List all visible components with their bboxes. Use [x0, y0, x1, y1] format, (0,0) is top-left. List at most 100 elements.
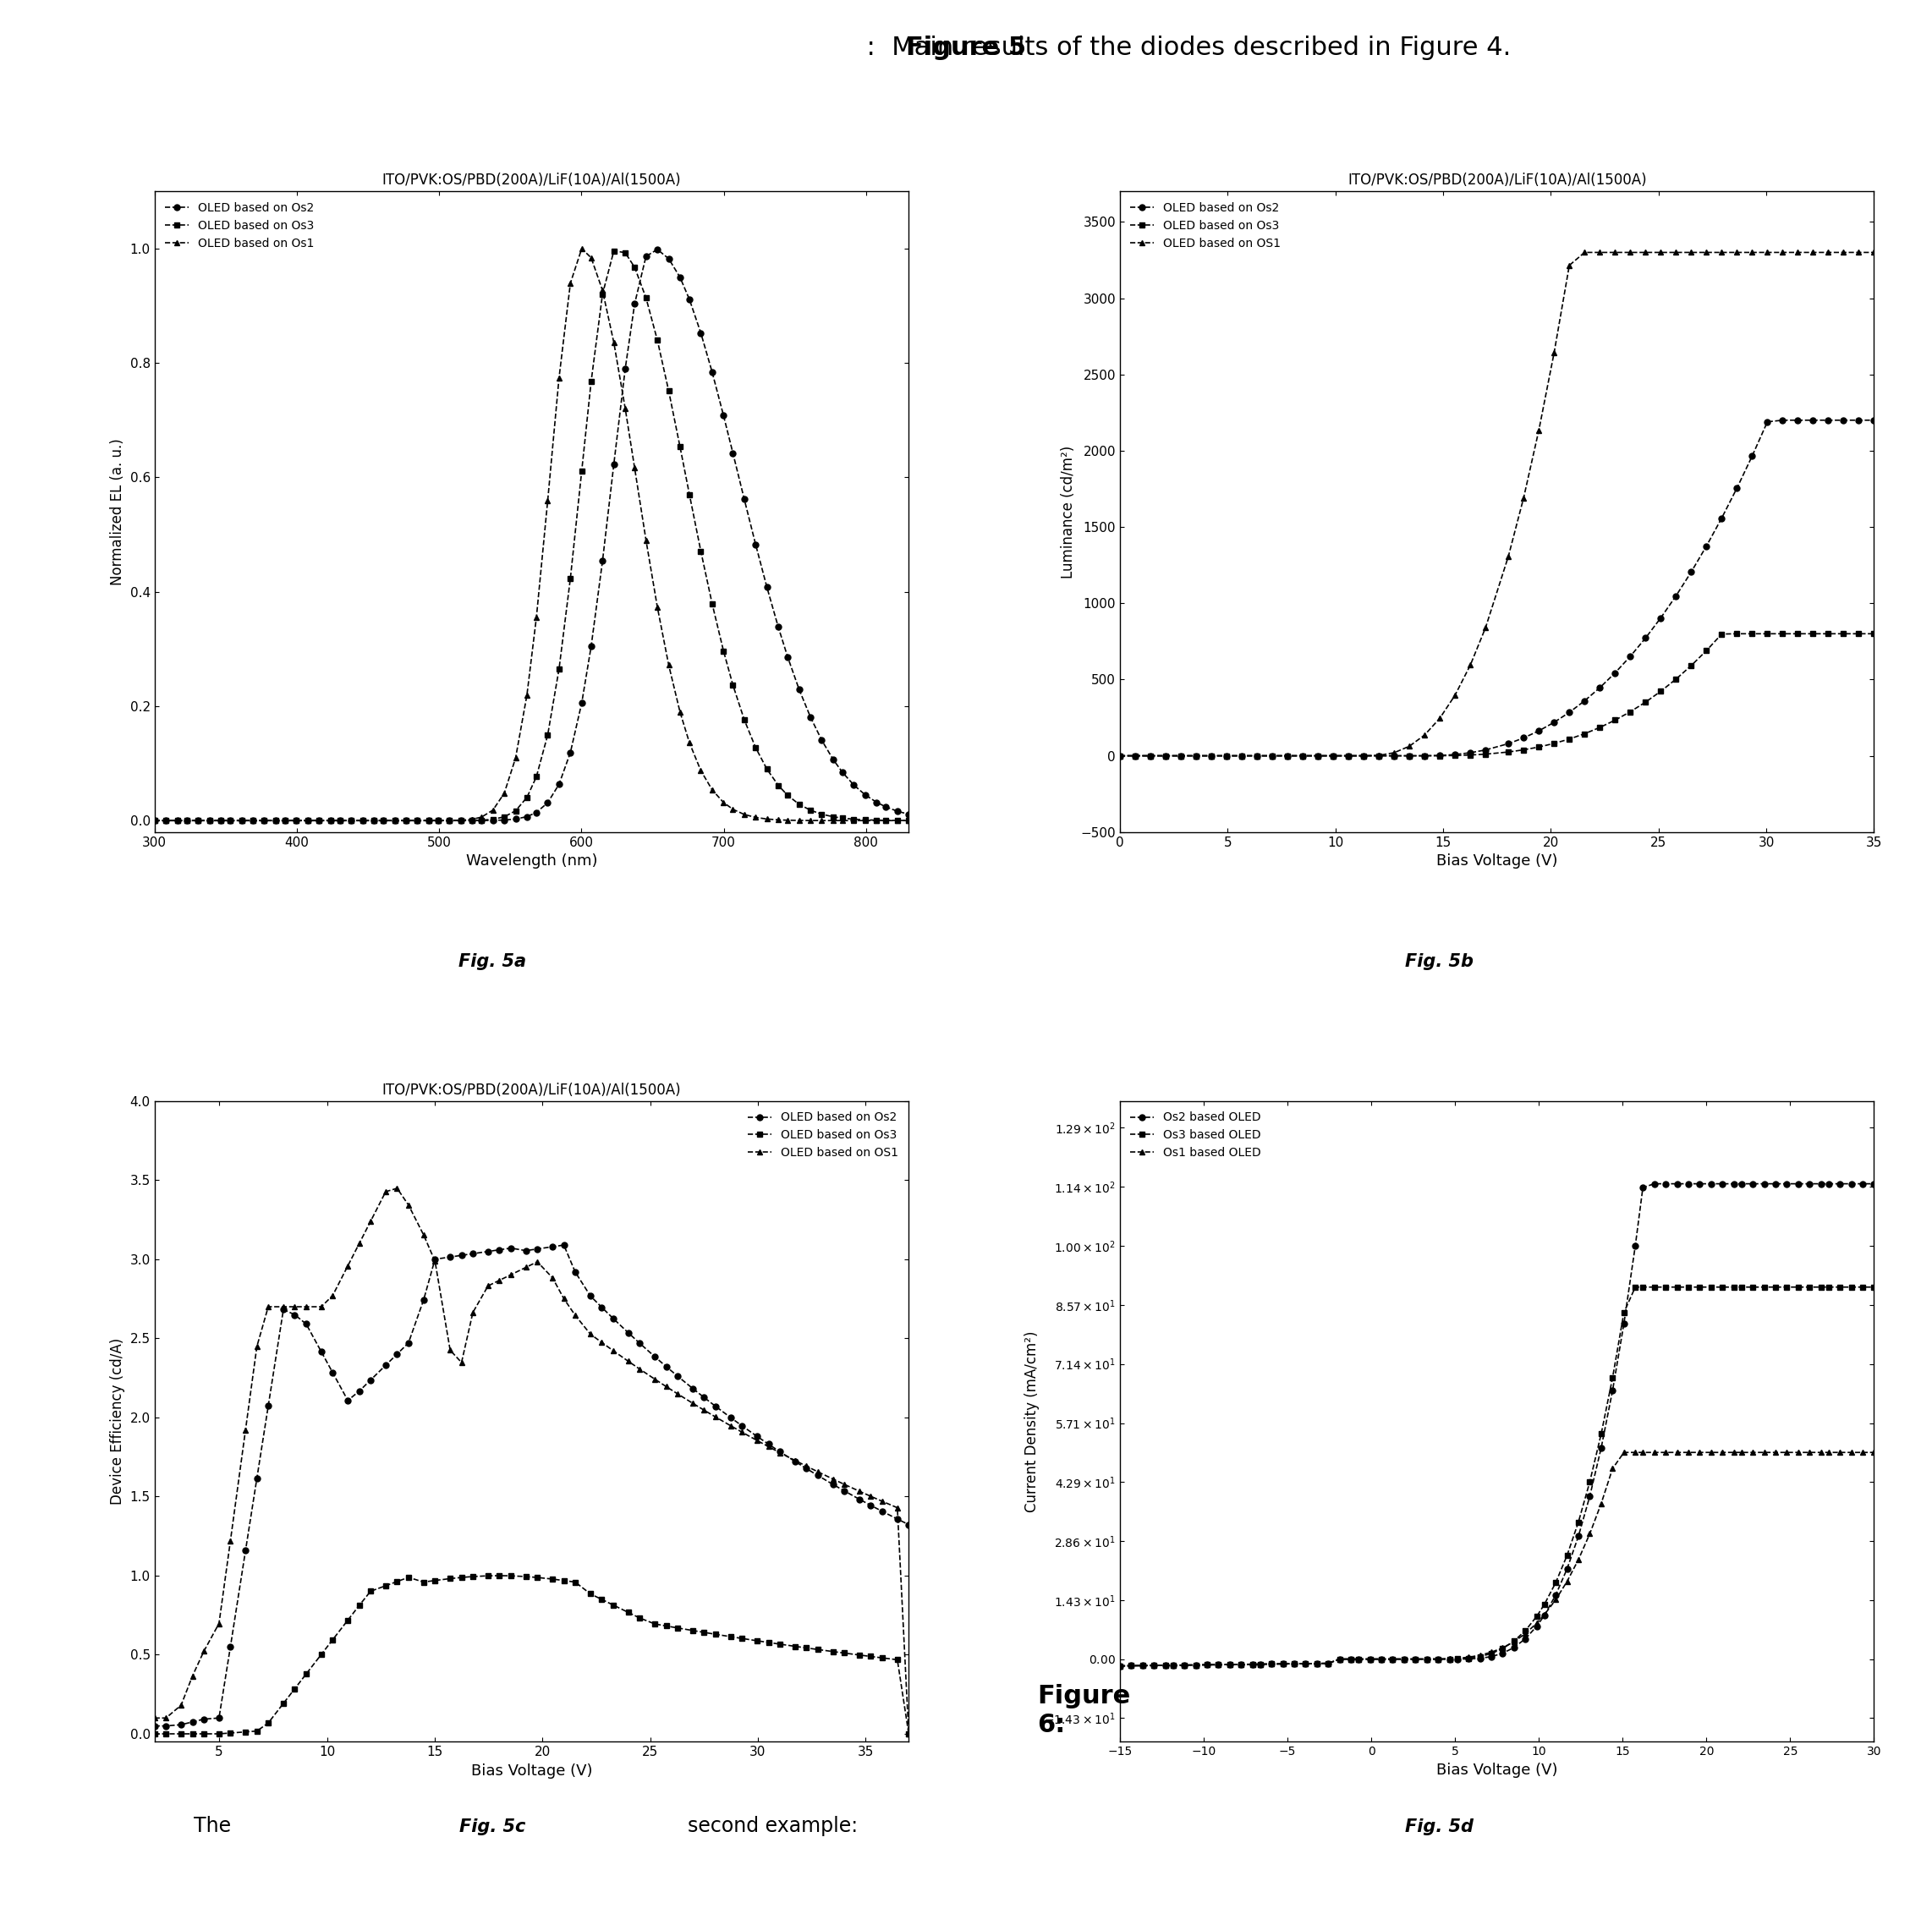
OLED based on Os2	[1383, 745, 1406, 768]
OLED based on OS1	[1650, 241, 1673, 264]
Legend: Os2 based OLED, Os3 based OLED, Os1 based OLED: Os2 based OLED, Os3 based OLED, Os1 base…	[1126, 1106, 1265, 1164]
OLED based on Os3	[319, 810, 342, 833]
OLED based on Os2	[1275, 745, 1298, 768]
OLED based on Os2	[242, 810, 265, 833]
OLED based on OS1	[336, 1254, 359, 1277]
OLED based on Os3	[1306, 745, 1329, 768]
Line: OLED based on OS1: OLED based on OS1	[151, 1185, 912, 1736]
OLED based on Os2	[553, 1235, 576, 1257]
OLED based on Os2	[1634, 626, 1658, 649]
OLED based on Os2	[1138, 745, 1161, 768]
OLED based on Os2	[896, 1514, 920, 1537]
OLED based on OS1	[1246, 745, 1269, 768]
Os2 based OLED	[1524, 1615, 1548, 1638]
OLED based on Os2	[1772, 410, 1795, 433]
OLED based on OS1	[1306, 745, 1329, 768]
OLED based on Os2	[1215, 745, 1238, 768]
Os1 based OLED	[1752, 1441, 1776, 1464]
OLED based on Os3	[1169, 745, 1192, 768]
OLED based on OS1	[1725, 241, 1748, 264]
OLED based on Os3	[896, 810, 920, 833]
OLED based on OS1	[1397, 735, 1420, 758]
OLED based on Os2	[1816, 410, 1839, 433]
OLED based on Os3	[1710, 622, 1733, 645]
Y-axis label: Luminance (cd/m²): Luminance (cd/m²)	[1061, 446, 1076, 578]
OLED based on Os3	[1725, 622, 1748, 645]
OLED based on OS1	[1588, 241, 1611, 264]
OLED based on Os2	[1200, 745, 1223, 768]
OLED based on Os2	[1847, 410, 1870, 433]
Os2 based OLED	[1208, 1654, 1231, 1677]
OLED based on OS1	[1604, 241, 1627, 264]
OLED based on Os2	[1368, 745, 1391, 768]
OLED based on OS1	[1474, 616, 1497, 639]
OLED based on Os2	[336, 1390, 359, 1413]
OLED based on OS1	[1573, 241, 1596, 264]
OLED based on Os3	[242, 810, 265, 833]
OLED based on OS1	[1368, 745, 1391, 768]
OLED based on OS1	[143, 1707, 166, 1730]
OLED based on Os2	[1619, 645, 1642, 668]
OLED based on Os3	[1215, 745, 1238, 768]
OLED based on Os3	[1528, 735, 1551, 758]
OLED based on Os3	[489, 1564, 512, 1587]
Title: ITO/PVK:OS/PBD(200A)/LiF(10A)/Al(1500A): ITO/PVK:OS/PBD(200A)/LiF(10A)/Al(1500A)	[383, 172, 682, 188]
OLED based on Os2	[359, 1369, 383, 1391]
OLED based on Os2	[896, 802, 920, 825]
OLED based on OS1	[1619, 241, 1642, 264]
OLED based on Os2	[1124, 745, 1148, 768]
OLED based on Os2	[1474, 739, 1497, 762]
Os3 based OLED	[1623, 1275, 1646, 1298]
OLED based on Os2	[1650, 607, 1673, 630]
OLED based on Os3	[1634, 691, 1658, 714]
OLED based on OS1	[1694, 241, 1718, 264]
OLED based on Os3	[1573, 722, 1596, 745]
Os2 based OLED	[1752, 1171, 1776, 1194]
OLED based on OS1	[1321, 745, 1345, 768]
Os1 based OLED	[1208, 1654, 1231, 1677]
OLED based on Os2	[1337, 745, 1360, 768]
OLED based on Os2	[1246, 745, 1269, 768]
OLED based on Os3	[1513, 739, 1536, 762]
Os1 based OLED	[1109, 1654, 1132, 1677]
OLED based on OS1	[359, 1210, 383, 1233]
OLED based on OS1	[1634, 241, 1658, 264]
OLED based on Os2	[1291, 745, 1314, 768]
Line: OLED based on Os1: OLED based on Os1	[151, 245, 912, 823]
OLED based on Os2	[143, 810, 166, 833]
OLED based on Os3	[1184, 745, 1208, 768]
OLED based on Os3	[336, 1608, 359, 1631]
OLED based on Os1	[788, 810, 811, 833]
OLED based on Os3	[1588, 716, 1611, 739]
OLED based on Os2	[1497, 733, 1520, 756]
OLED based on Os3	[1291, 745, 1314, 768]
OLED based on Os1	[319, 810, 342, 833]
OLED based on Os2	[558, 741, 582, 764]
Line: OLED based on OS1: OLED based on OS1	[1117, 249, 1878, 758]
OLED based on Os3	[1663, 668, 1687, 691]
Line: Os2 based OLED: Os2 based OLED	[1117, 1181, 1878, 1669]
OLED based on Os1	[371, 810, 394, 833]
Y-axis label: Current Density (mA/cm²): Current Density (mA/cm²)	[1024, 1330, 1039, 1512]
OLED based on Os3	[1832, 622, 1855, 645]
OLED based on Os2	[1231, 745, 1254, 768]
OLED based on Os1	[896, 810, 920, 833]
OLED based on Os1	[558, 272, 582, 295]
Line: OLED based on Os3: OLED based on Os3	[1117, 632, 1878, 758]
OLED based on Os1	[242, 810, 265, 833]
OLED based on Os2	[1832, 410, 1855, 433]
Line: OLED based on Os2: OLED based on Os2	[151, 1242, 912, 1728]
OLED based on Os3	[1619, 701, 1642, 723]
Os3 based OLED	[1524, 1604, 1548, 1627]
OLED based on Os2	[1862, 410, 1886, 433]
OLED based on Os2	[272, 1298, 296, 1321]
OLED based on Os3	[1694, 639, 1718, 662]
OLED based on OS1	[1459, 655, 1482, 678]
OLED based on Os2	[1557, 701, 1580, 723]
Line: Os1 based OLED: Os1 based OLED	[1117, 1449, 1878, 1669]
Os3 based OLED	[1339, 1648, 1362, 1671]
Line: Os3 based OLED: Os3 based OLED	[1117, 1284, 1878, 1669]
OLED based on Os2	[1321, 745, 1345, 768]
OLED based on Os3	[1847, 622, 1870, 645]
OLED based on Os3	[1200, 745, 1223, 768]
